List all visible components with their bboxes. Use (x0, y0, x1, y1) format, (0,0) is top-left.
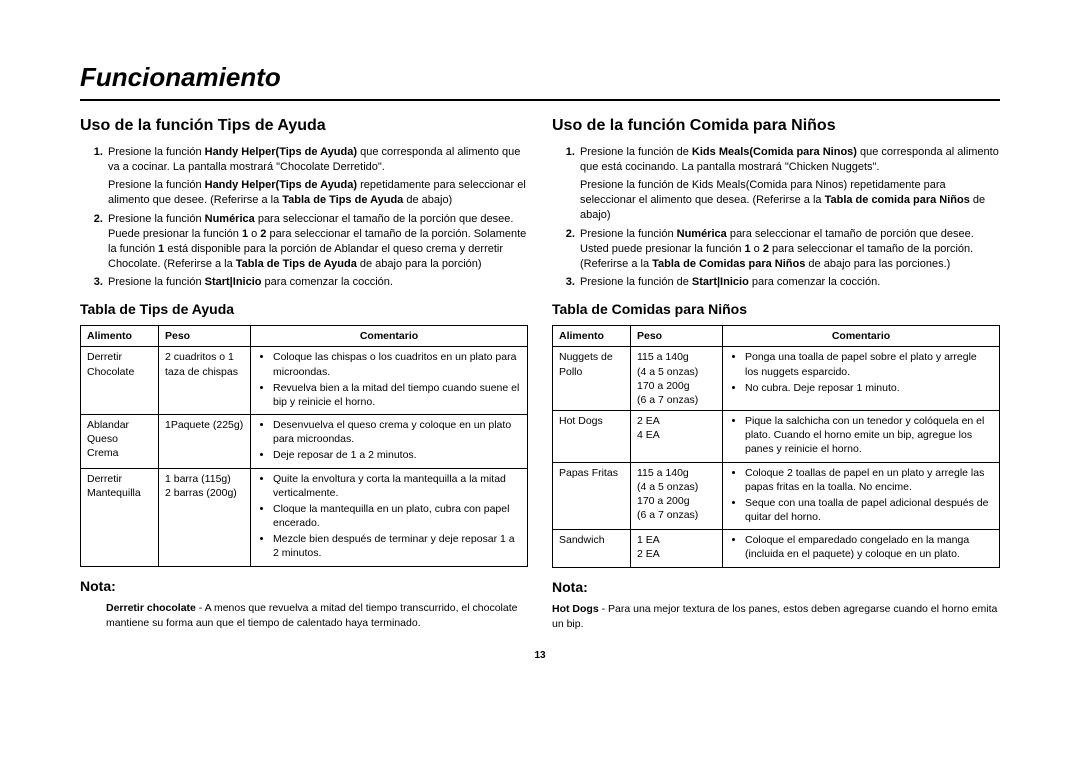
comment-item: No cubra. Deje reposar 1 minuto. (745, 381, 993, 395)
cell-weight: 115 a 140g (4 a 5 onzas) 170 a 200g (6 a… (631, 462, 723, 530)
comment-item: Coloque las chispas o los cuadritos en u… (273, 350, 521, 378)
table-row: Derretir Chocolate2 cuadritos o 1 taza d… (81, 347, 528, 415)
right-nota-body: Hot Dogs - Para una mejor textura de los… (552, 602, 1000, 630)
th-comentario: Comentario (723, 326, 1000, 347)
cell-comment: Pique la salchicha con un tenedor y coló… (723, 411, 1000, 463)
right-column: Uso de la función Comida para Niños Pres… (552, 115, 1000, 631)
left-step-1-sub: Presione la función Handy Helper(Tips de… (108, 178, 528, 208)
right-step-1: Presione la función de Kids Meals(Comida… (578, 145, 1000, 223)
cell-food: Papas Fritas (553, 462, 631, 530)
page-number: 13 (80, 649, 1000, 663)
cell-comment: Desenvuelva el queso crema y coloque en … (251, 415, 528, 469)
right-step-1-sub: Presione la función de Kids Meals(Comida… (580, 178, 1000, 223)
th-peso: Peso (159, 326, 251, 347)
comment-item: Coloque 2 toallas de papel en un plato y… (745, 466, 993, 494)
table-row: Papas Fritas115 a 140g (4 a 5 onzas) 170… (553, 462, 1000, 530)
page-title: Funcionamiento (80, 60, 1000, 101)
cell-food: Nuggets de Pollo (553, 347, 631, 411)
comment-item: Coloque el emparedado congelado en la ma… (745, 533, 993, 561)
cell-weight: 1Paquete (225g) (159, 415, 251, 469)
cell-comment: Quite la envoltura y corta la mantequill… (251, 468, 528, 566)
left-table: Alimento Peso Comentario Derretir Chocol… (80, 325, 528, 566)
left-heading: Uso de la función Tips de Ayuda (80, 115, 528, 137)
cell-weight: 2 cuadritos o 1 taza de chispas (159, 347, 251, 415)
table-header-row: Alimento Peso Comentario (81, 326, 528, 347)
th-comentario: Comentario (251, 326, 528, 347)
cell-food: Sandwich (553, 530, 631, 567)
content-columns: Uso de la función Tips de Ayuda Presione… (80, 115, 1000, 631)
comment-item: Quite la envoltura y corta la mantequill… (273, 472, 521, 500)
comment-item: Mezcle bien después de terminar y deje r… (273, 532, 521, 560)
cell-comment: Ponga una toalla de papel sobre el plato… (723, 347, 1000, 411)
left-step-2: Presione la función Numérica para selecc… (106, 212, 528, 271)
cell-comment: Coloque el emparedado congelado en la ma… (723, 530, 1000, 567)
cell-weight: 1 EA 2 EA (631, 530, 723, 567)
cell-food: Derretir Chocolate (81, 347, 159, 415)
th-alimento: Alimento (81, 326, 159, 347)
right-table-heading: Tabla de Comidas para Niños (552, 300, 1000, 319)
cell-food: Ablandar Queso Crema (81, 415, 159, 469)
cell-weight: 1 barra (115g) 2 barras (200g) (159, 468, 251, 566)
right-step-2: Presione la función Numérica para selecc… (578, 227, 1000, 272)
table-row: Ablandar Queso Crema1Paquete (225g) Desen… (81, 415, 528, 469)
right-heading: Uso de la función Comida para Niños (552, 115, 1000, 137)
cell-comment: Coloque 2 toallas de papel en un plato y… (723, 462, 1000, 530)
cell-food: Hot Dogs (553, 411, 631, 463)
th-alimento: Alimento (553, 326, 631, 347)
cell-weight: 115 a 140g (4 a 5 onzas) 170 a 200g (6 a… (631, 347, 723, 411)
comment-item: Desenvuelva el queso crema y coloque en … (273, 418, 521, 446)
th-peso: Peso (631, 326, 723, 347)
right-nota-label: Nota: (552, 578, 1000, 597)
table-row: Nuggets de Pollo115 a 140g (4 a 5 onzas)… (553, 347, 1000, 411)
left-nota-label: Nota: (80, 577, 528, 596)
table-row: Derretir Mantequilla1 barra (115g) 2 bar… (81, 468, 528, 566)
left-nota-body: Derretir chocolate - A menos que revuelv… (106, 601, 528, 629)
cell-food: Derretir Mantequilla (81, 468, 159, 566)
comment-item: Cloque la mantequilla en un plato, cubra… (273, 502, 521, 530)
left-table-heading: Tabla de Tips de Ayuda (80, 300, 528, 319)
right-table: Alimento Peso Comentario Nuggets de Poll… (552, 325, 1000, 567)
right-steps: Presione la función de Kids Meals(Comida… (552, 145, 1000, 291)
left-step-1: Presione la función Handy Helper(Tips de… (106, 145, 528, 208)
comment-item: Revuelva bien a la mitad del tiempo cuan… (273, 381, 521, 409)
table-row: Hot Dogs2 EA 4 EA Pique la salchicha con … (553, 411, 1000, 463)
comment-item: Ponga una toalla de papel sobre el plato… (745, 350, 993, 378)
left-steps: Presione la función Handy Helper(Tips de… (80, 145, 528, 291)
table-row: Sandwich1 EA 2 EA Coloque el emparedado c… (553, 530, 1000, 567)
cell-comment: Coloque las chispas o los cuadritos en u… (251, 347, 528, 415)
left-column: Uso de la función Tips de Ayuda Presione… (80, 115, 528, 631)
left-step-3: Presione la función Start|Inicio para co… (106, 275, 528, 290)
table-header-row: Alimento Peso Comentario (553, 326, 1000, 347)
comment-item: Pique la salchicha con un tenedor y coló… (745, 414, 993, 457)
comment-item: Seque con una toalla de papel adicional … (745, 496, 993, 524)
cell-weight: 2 EA 4 EA (631, 411, 723, 463)
right-step-3: Presione la función de Start|Inicio para… (578, 275, 1000, 290)
comment-item: Deje reposar de 1 a 2 minutos. (273, 448, 521, 462)
